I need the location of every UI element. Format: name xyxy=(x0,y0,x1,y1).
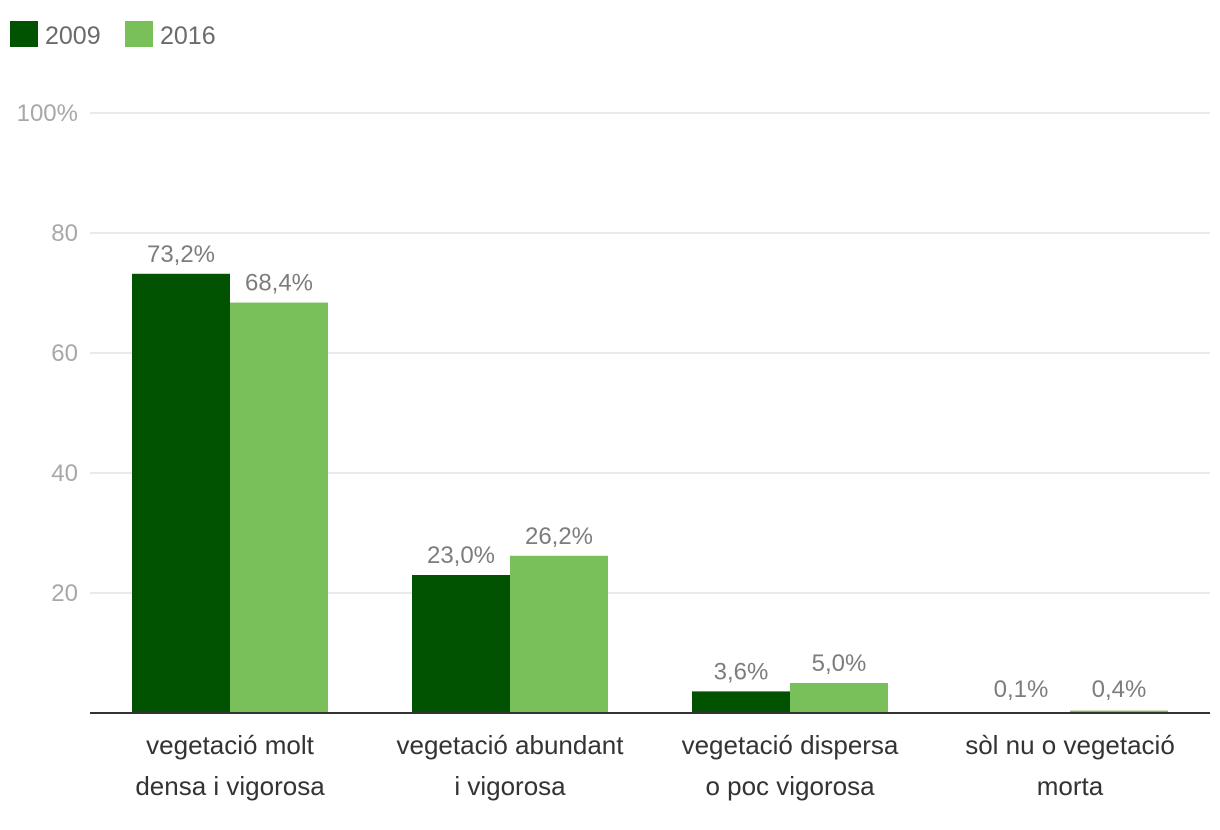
bar-2016-1 xyxy=(510,555,608,713)
y-tick-label: 60 xyxy=(51,340,78,367)
category-label: o poc vigorosa xyxy=(705,771,875,801)
legend-label-2009: 2009 xyxy=(45,22,101,50)
category-label: i vigorosa xyxy=(454,771,566,801)
y-tick-label: 40 xyxy=(51,460,78,487)
legend: 2009 2016 xyxy=(10,21,216,50)
y-tick-label: 20 xyxy=(51,580,78,607)
data-label-2009-1: 23,0% xyxy=(427,542,495,569)
bars xyxy=(132,273,1168,713)
category-labels: vegetació molt densa i vigorosa vegetació … xyxy=(135,730,1174,801)
y-tick-label: 80 xyxy=(51,220,78,247)
bar-2009-1 xyxy=(412,575,510,713)
bar-2009-2 xyxy=(692,691,790,713)
category-label: sòl nu o vegetació xyxy=(965,730,1175,760)
category-label: vegetació dispersa xyxy=(682,730,899,760)
category-label: vegetació molt xyxy=(146,730,314,760)
bar-2016-0 xyxy=(230,302,328,713)
data-label-2016-1: 26,2% xyxy=(525,523,593,550)
bar-2016-2 xyxy=(790,683,888,713)
category-label: morta xyxy=(1037,771,1104,801)
data-labels: 73,2% 68,4% 23,0% 26,2% 3,6% 5,0% 0,1% 0,4% xyxy=(147,241,1146,703)
y-tick-label: 100% xyxy=(17,100,78,127)
category-label: densa i vigorosa xyxy=(135,771,325,801)
y-axis-ticks: 20 40 60 80 100% xyxy=(17,100,78,607)
legend-label-2016: 2016 xyxy=(160,22,216,50)
data-label-2016-2: 5,0% xyxy=(812,650,867,677)
legend-swatch-2016 xyxy=(125,21,153,47)
data-label-2016-0: 68,4% xyxy=(245,270,313,297)
category-label: vegetació abundant xyxy=(397,730,625,760)
data-label-2009-0: 73,2% xyxy=(147,241,215,268)
data-label-2009-3: 0,1% xyxy=(994,676,1049,703)
bar-2009-0 xyxy=(132,273,230,713)
data-label-2009-2: 3,6% xyxy=(714,658,769,685)
bar-2016-3 xyxy=(1070,710,1168,713)
legend-swatch-2009 xyxy=(10,21,38,47)
data-label-2016-3: 0,4% xyxy=(1092,676,1147,703)
